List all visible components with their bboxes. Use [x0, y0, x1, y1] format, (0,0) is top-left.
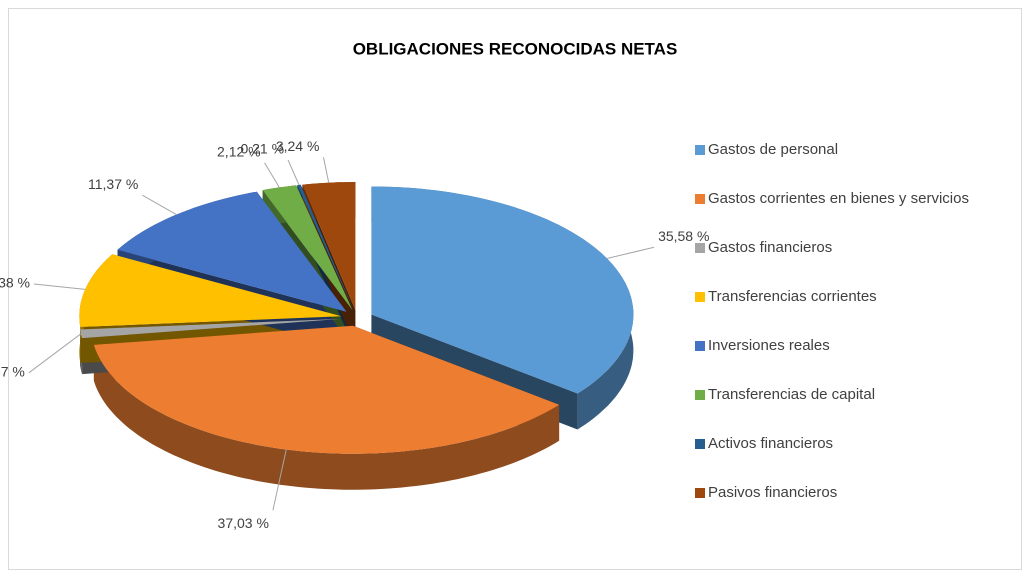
legend-label: Transferencias corrientes — [708, 288, 877, 305]
legend-swatch — [695, 292, 705, 302]
legend-swatch — [695, 341, 705, 351]
legend-label: Gastos de personal — [708, 141, 838, 158]
legend-swatch — [695, 145, 705, 155]
data-label: 1,07 % — [0, 363, 25, 379]
legend-label: Pasivos financieros — [708, 484, 837, 501]
legend-swatch — [695, 243, 705, 253]
data-label: 2,12 % — [217, 144, 261, 160]
slice — [117, 191, 347, 312]
leader-line — [322, 157, 330, 183]
leader-line — [142, 194, 177, 216]
slice — [79, 254, 342, 327]
legend-label: Activos financieros — [708, 435, 833, 452]
legend-label: Transferencias de capital — [708, 386, 875, 403]
leader-line — [606, 246, 655, 259]
leader-line — [33, 283, 86, 290]
data-label: 35,58 % — [658, 228, 709, 244]
data-label: 0,21 % — [240, 141, 284, 157]
leader-line — [272, 449, 287, 511]
legend-label: Gastos financieros — [708, 239, 832, 256]
leader-line — [264, 162, 280, 188]
slice — [297, 184, 354, 311]
chart-title: OBLIGACIONES RECONOCIDAS NETAS — [353, 39, 678, 58]
data-label: 9,38 % — [0, 275, 30, 291]
legend-swatch — [695, 439, 705, 449]
leader-line — [287, 159, 300, 186]
slice — [262, 185, 353, 311]
slice — [371, 186, 634, 394]
data-label: 3,24 % — [276, 138, 320, 154]
legend-label: Inversiones reales — [708, 337, 830, 354]
data-label: 37,03 % — [218, 515, 269, 531]
legend-swatch — [695, 488, 705, 498]
legend-swatch — [695, 194, 705, 204]
data-label: 11,37 % — [88, 176, 138, 192]
leader-line — [28, 333, 82, 374]
slice — [302, 182, 356, 310]
legend-swatch — [695, 390, 705, 400]
slice-side — [93, 344, 560, 490]
legend-label: Gastos corrientes en bienes y servicios — [708, 190, 969, 207]
slice — [80, 318, 342, 339]
slice — [93, 325, 560, 454]
